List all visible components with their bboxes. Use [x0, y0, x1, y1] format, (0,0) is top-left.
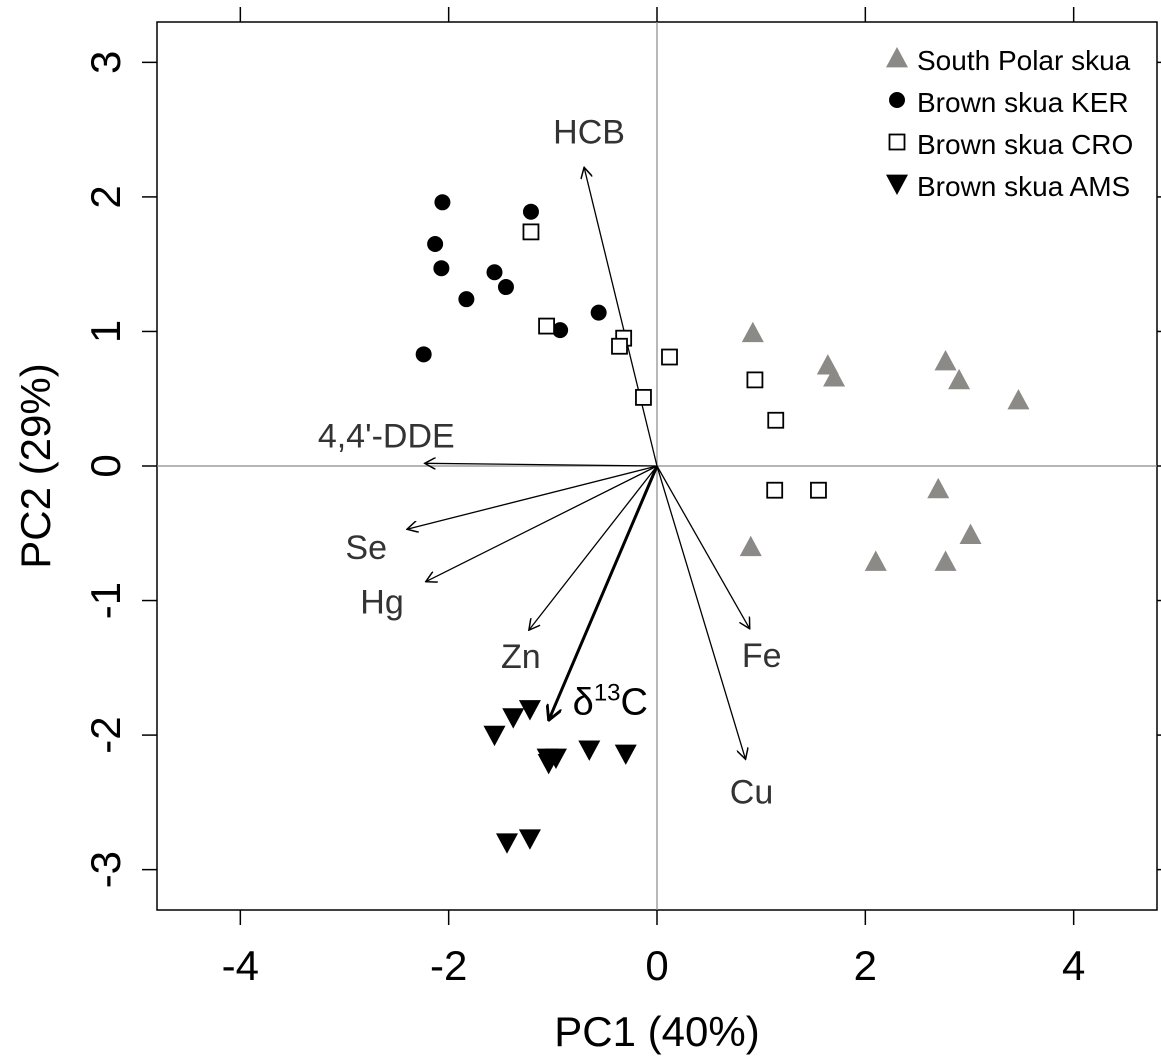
x-tick-label: 0 [645, 942, 668, 989]
legend-marker-0 [886, 47, 908, 68]
y-tick-label: -1 [82, 582, 129, 619]
point-series-3 [614, 744, 637, 765]
y-tick-label: 1 [82, 320, 129, 343]
loading-arrow [549, 465, 659, 720]
x-tick-label: -4 [222, 942, 259, 989]
point-series-1 [552, 322, 569, 339]
loading-label: Se [345, 529, 387, 567]
legend-marker-1 [889, 92, 905, 108]
legend-label: Brown skua CRO [917, 129, 1133, 160]
point-series-0 [934, 550, 957, 571]
x-tick-label: 4 [1062, 942, 1085, 989]
point-series-0 [864, 550, 887, 571]
point-series-0 [959, 523, 982, 544]
loading-arrow [656, 465, 750, 629]
point-series-2 [538, 317, 555, 335]
y-tick-label: -2 [82, 716, 129, 753]
point-series-1 [522, 203, 539, 220]
loading-label: 4,4'-DDE [318, 417, 455, 455]
loading-arrow [407, 465, 658, 529]
legend: South Polar skua Brown skua KER Brown skua… [886, 45, 1133, 202]
point-series-2 [522, 223, 540, 241]
legend-label: Brown skua KER [917, 87, 1129, 118]
loading-label: Zn [501, 638, 541, 676]
point-series-3 [537, 753, 560, 775]
point-series-1 [590, 304, 607, 321]
loading-arrow [529, 465, 658, 630]
point-series-2 [766, 481, 784, 499]
y-axis-label: PC2 (29%) [12, 363, 59, 568]
loading-arrow [584, 167, 658, 467]
loading-label-d13c: δ13C [573, 679, 648, 723]
x-axis-label: PC1 (40%) [554, 1008, 759, 1055]
point-series-1 [427, 236, 444, 252]
point-series-3 [578, 740, 601, 761]
point-series-3 [518, 700, 541, 721]
loading-arrow [426, 465, 658, 582]
y-tick-label: 3 [82, 51, 129, 74]
legend-marker-3 [886, 174, 908, 195]
point-series-0 [927, 477, 950, 499]
point-series-2 [810, 481, 827, 499]
point-series-1 [433, 260, 450, 277]
point-series-2 [767, 411, 785, 429]
point-series-3 [483, 725, 506, 747]
x-tick-label: -2 [430, 942, 467, 989]
axis-ticks: -4 -2 0 2 4 -3 -2 -1 0 1 2 3 [82, 7, 1161, 989]
point-series-2 [611, 337, 628, 355]
point-series-0 [1007, 389, 1030, 410]
point-series-2 [746, 371, 764, 389]
point-series-3 [502, 708, 525, 729]
point-series-3 [518, 829, 541, 850]
loading-label: HCB [553, 113, 625, 151]
point-series-0 [823, 366, 846, 387]
loading-vectors: HCB 4,4'-DDE Se Hg Zn δ13C Fe Cu [318, 113, 782, 811]
y-tick-label: 2 [82, 185, 129, 208]
data-points [415, 194, 1030, 854]
point-series-1 [486, 264, 503, 281]
legend-marker-2 [888, 133, 906, 151]
loading-arrow [656, 465, 746, 759]
point-series-0 [739, 535, 762, 557]
y-tick-label: -3 [82, 851, 129, 888]
loading-label: Fe [742, 637, 782, 675]
x-tick-label: 2 [854, 942, 877, 989]
point-series-1 [434, 194, 451, 211]
point-series-0 [934, 350, 957, 371]
loading-label: Hg [360, 584, 403, 622]
point-series-2 [635, 388, 652, 406]
legend-label: South Polar skua [917, 45, 1131, 76]
point-series-1 [415, 346, 432, 363]
point-series-0 [948, 368, 971, 390]
point-series-2 [661, 348, 678, 366]
point-series-1 [458, 291, 475, 308]
point-series-0 [741, 321, 764, 343]
loading-arrow [425, 463, 658, 466]
y-tick-label: 0 [82, 454, 129, 477]
point-series-3 [496, 833, 518, 854]
legend-label: Brown skua AMS [917, 171, 1130, 202]
point-series-1 [497, 279, 514, 296]
loading-label: Cu [730, 773, 773, 811]
